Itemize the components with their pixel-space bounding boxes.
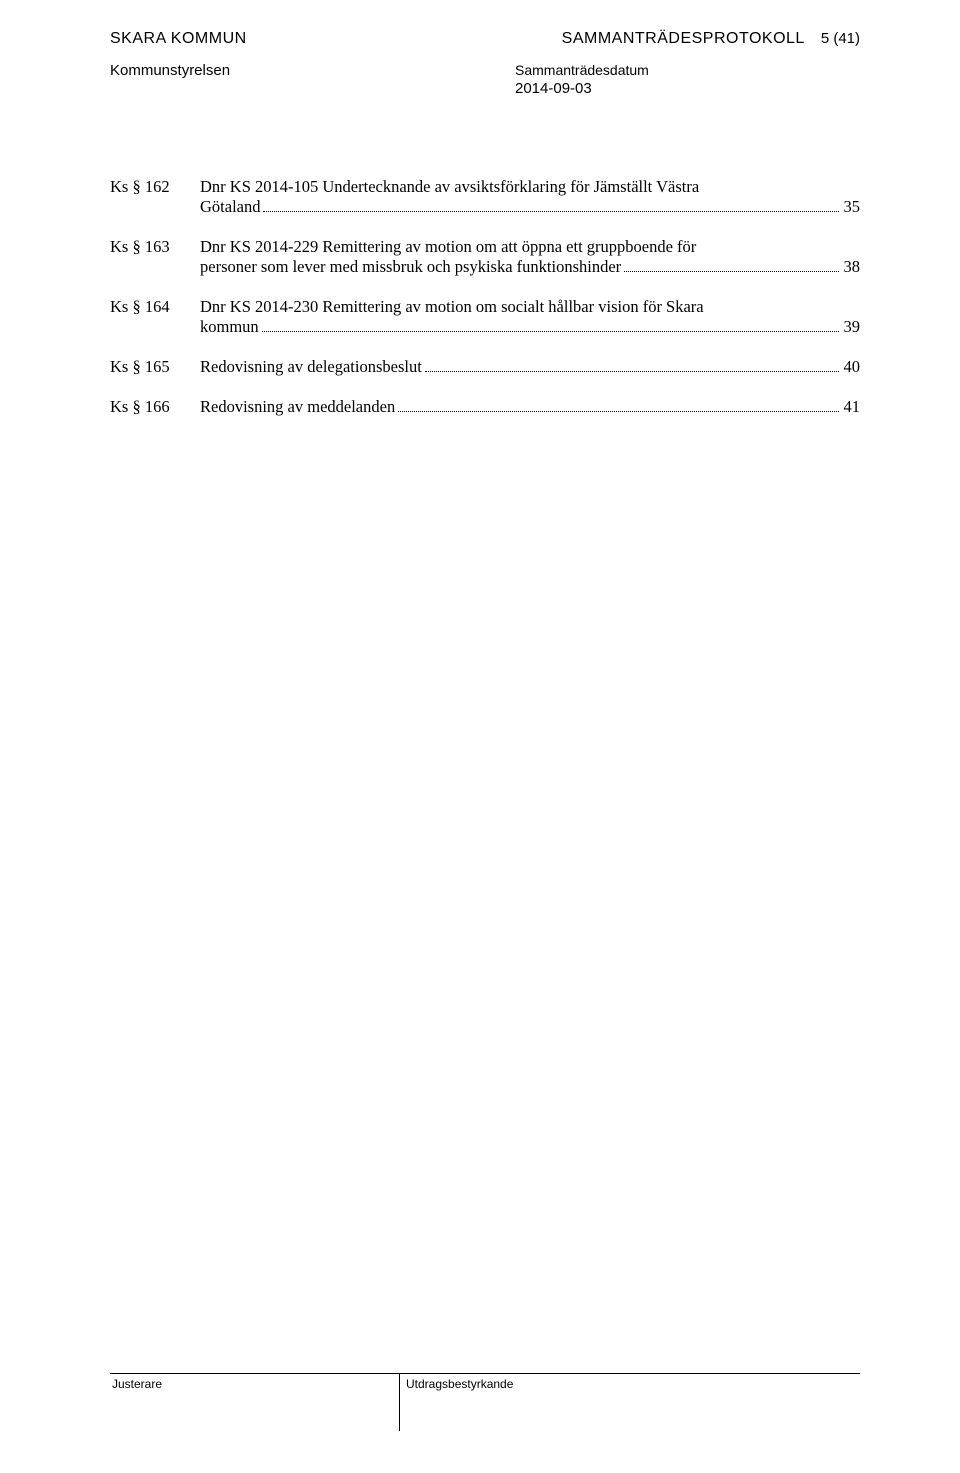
toc-item-title-tail: Redovisning av delegationsbeslut bbox=[200, 357, 422, 377]
toc-row: Ks § 164 Dnr KS 2014-230 Remittering av … bbox=[110, 297, 860, 337]
toc-item-label: Ks § 165 bbox=[110, 357, 200, 377]
page-footer: Justerare Utdragsbestyrkande bbox=[110, 1373, 860, 1431]
toc-leader-row: Redovisning av delegationsbeslut 40 bbox=[200, 357, 860, 377]
org-sub: Kommunstyrelsen bbox=[110, 62, 230, 97]
toc-leader-row: kommun 39 bbox=[200, 317, 860, 337]
toc-item-page: 35 bbox=[842, 197, 861, 217]
toc-item-page: 41 bbox=[842, 397, 861, 417]
toc-list: Ks § 162 Dnr KS 2014-105 Undertecknande … bbox=[110, 177, 860, 417]
toc-item-title-head: Dnr KS 2014-230 Remittering av motion om… bbox=[200, 297, 860, 317]
header-row-2: Kommunstyrelsen Sammanträdesdatum 2014-0… bbox=[110, 62, 860, 97]
toc-item-title-tail: Götaland bbox=[200, 197, 260, 217]
toc-row: Ks § 166 Redovisning av meddelanden 41 bbox=[110, 397, 860, 417]
toc-item-title-tail: Redovisning av meddelanden bbox=[200, 397, 395, 417]
toc-item-title-head: Dnr KS 2014-105 Undertecknande av avsikt… bbox=[200, 177, 860, 197]
toc-leader-row: Redovisning av meddelanden 41 bbox=[200, 397, 860, 417]
toc-item-body: Dnr KS 2014-230 Remittering av motion om… bbox=[200, 297, 860, 337]
toc-item-body: Redovisning av delegationsbeslut 40 bbox=[200, 357, 860, 377]
toc-row: Ks § 162 Dnr KS 2014-105 Undertecknande … bbox=[110, 177, 860, 217]
toc-leader bbox=[398, 397, 838, 412]
toc-leader-row: personer som lever med missbruk och psyk… bbox=[200, 257, 860, 277]
page-content: SKARA KOMMUN SAMMANTRÄDESPROTOKOLL 5 (41… bbox=[110, 30, 860, 437]
toc-item-page: 40 bbox=[842, 357, 861, 377]
toc-item-page: 38 bbox=[842, 257, 861, 277]
toc-leader-row: Götaland 35 bbox=[200, 197, 860, 217]
toc-item-body: Dnr KS 2014-105 Undertecknande av avsikt… bbox=[200, 177, 860, 217]
toc-item-body: Dnr KS 2014-229 Remittering av motion om… bbox=[200, 237, 860, 277]
footer-inner: Justerare Utdragsbestyrkande bbox=[110, 1373, 860, 1431]
toc-item-title-head: Dnr KS 2014-229 Remittering av motion om… bbox=[200, 237, 860, 257]
toc-item-label: Ks § 163 bbox=[110, 237, 200, 257]
date-label: Sammanträdesdatum bbox=[515, 62, 860, 78]
date-value: 2014-09-03 bbox=[515, 80, 860, 97]
toc-item-label: Ks § 164 bbox=[110, 297, 200, 317]
org-name: SKARA KOMMUN bbox=[110, 30, 247, 48]
toc-leader bbox=[425, 357, 839, 372]
toc-leader bbox=[624, 257, 838, 272]
header-row-1: SKARA KOMMUN SAMMANTRÄDESPROTOKOLL 5 (41… bbox=[110, 30, 860, 48]
toc-row: Ks § 163 Dnr KS 2014-229 Remittering av … bbox=[110, 237, 860, 277]
toc-item-label: Ks § 162 bbox=[110, 177, 200, 197]
toc-item-title-tail: kommun bbox=[200, 317, 259, 337]
toc-leader bbox=[262, 317, 839, 332]
toc-item-body: Redovisning av meddelanden 41 bbox=[200, 397, 860, 417]
doc-title: SAMMANTRÄDESPROTOKOLL bbox=[562, 30, 805, 48]
toc-item-page: 39 bbox=[842, 317, 861, 337]
footer-right-cell: Utdragsbestyrkande bbox=[400, 1373, 860, 1431]
toc-item-label: Ks § 166 bbox=[110, 397, 200, 417]
doc-title-group: SAMMANTRÄDESPROTOKOLL 5 (41) bbox=[562, 30, 860, 48]
date-block: Sammanträdesdatum 2014-09-03 bbox=[515, 62, 860, 97]
toc-leader bbox=[263, 197, 838, 212]
toc-row: Ks § 165 Redovisning av delegationsbeslu… bbox=[110, 357, 860, 377]
page-number: 5 (41) bbox=[821, 30, 860, 47]
footer-left-cell: Justerare bbox=[110, 1373, 400, 1431]
toc-item-title-tail: personer som lever med missbruk och psyk… bbox=[200, 257, 621, 277]
